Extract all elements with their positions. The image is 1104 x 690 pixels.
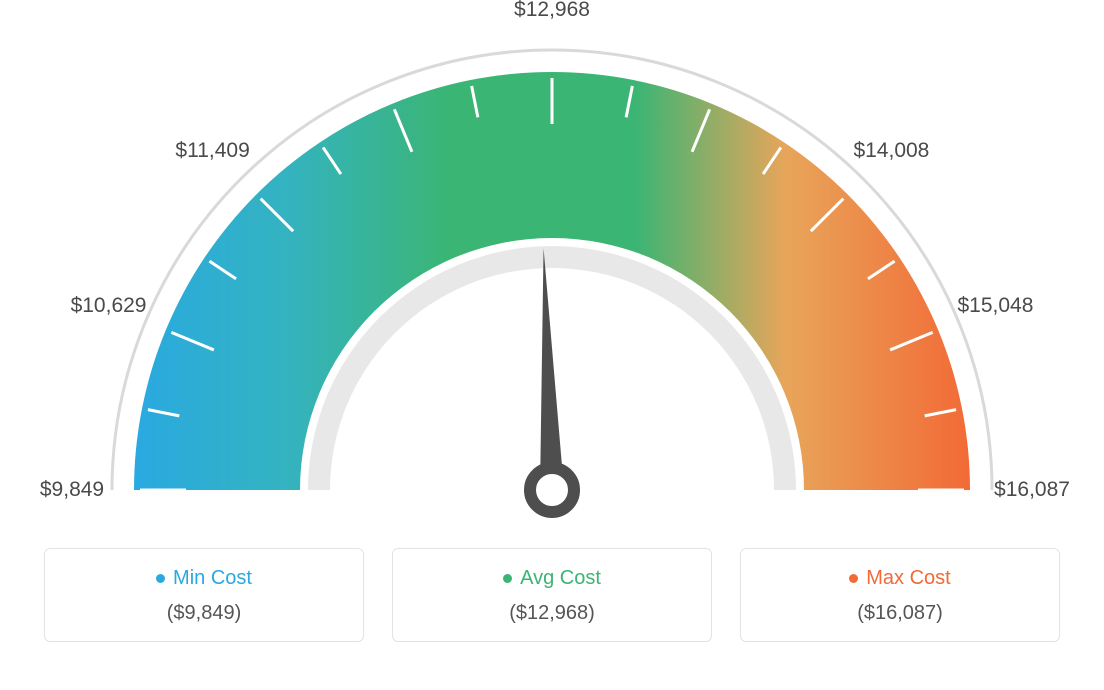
gauge-tick-label: $11,409 [175,139,249,163]
gauge-tick-label: $10,629 [71,294,147,318]
gauge-chart: $9,849$10,629$11,409$12,968$14,008$15,04… [20,20,1084,520]
legend-min-value: ($9,849) [55,602,353,625]
legend-row: Min Cost ($9,849) Avg Cost ($12,968) Max… [20,548,1084,642]
legend-avg-value: ($12,968) [403,602,701,625]
gauge-tick-label: $16,087 [994,478,1070,502]
gauge-tick-label: $12,968 [514,0,590,22]
gauge-tick-label: $15,048 [957,294,1033,318]
legend-title-min: Min Cost [55,567,353,590]
legend-max-label: Max Cost [866,567,950,589]
legend-card-max: Max Cost ($16,087) [740,548,1060,642]
legend-max-value: ($16,087) [751,602,1049,625]
dot-avg [503,574,512,583]
legend-title-max: Max Cost [751,567,1049,590]
legend-avg-label: Avg Cost [520,567,601,589]
gauge-tick-label: $9,849 [40,478,104,502]
legend-card-min: Min Cost ($9,849) [44,548,364,642]
gauge-svg [20,20,1084,520]
dot-min [156,574,165,583]
legend-title-avg: Avg Cost [403,567,701,590]
legend-card-avg: Avg Cost ($12,968) [392,548,712,642]
legend-min-label: Min Cost [173,567,252,589]
dot-max [849,574,858,583]
gauge-tick-label: $14,008 [853,139,929,163]
